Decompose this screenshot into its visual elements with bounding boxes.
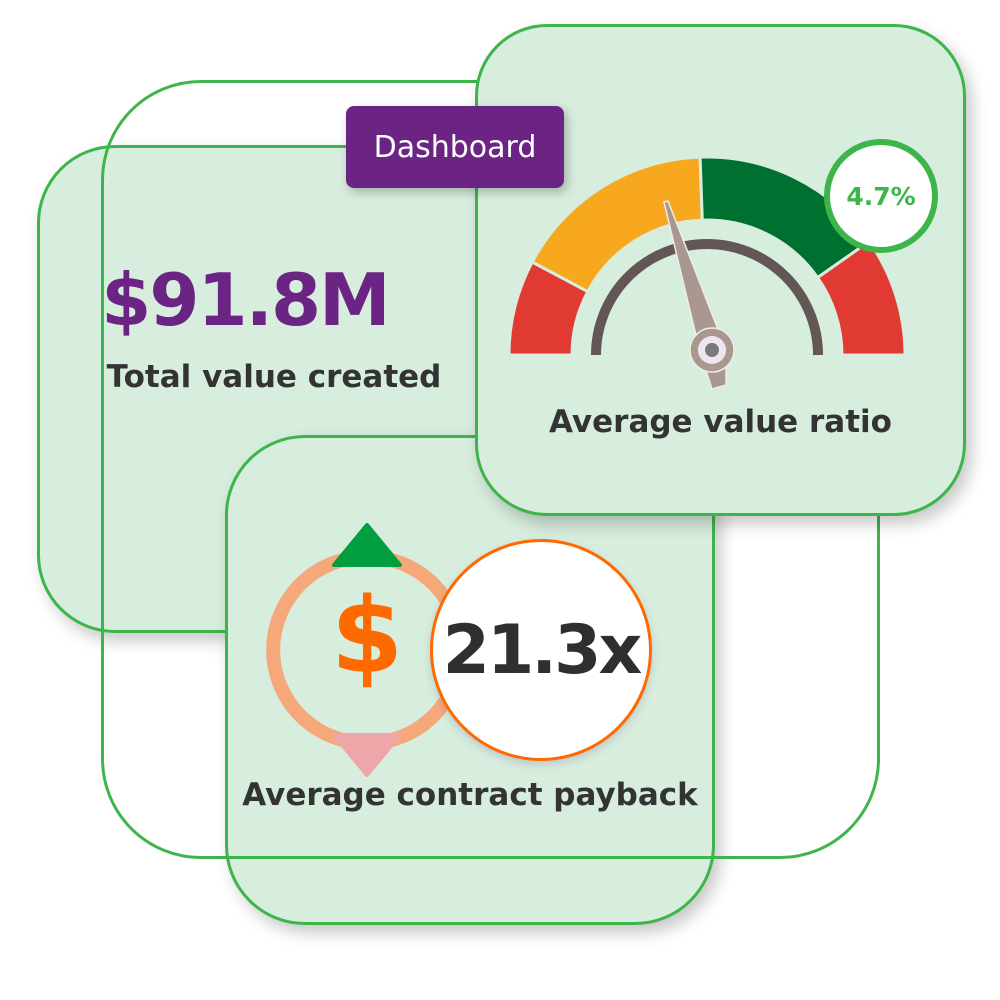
cycle-ring-left — [266, 552, 349, 748]
contract-payback-value: 21.3x — [430, 539, 652, 761]
up-arrow-icon — [332, 523, 402, 567]
total-value-amount: $91.8M — [101, 258, 390, 342]
value-ratio-badge: 4.7% — [824, 139, 938, 253]
dollar-icon: $ — [330, 575, 404, 697]
down-arrow-icon — [332, 733, 402, 777]
dashboard-tab[interactable]: Dashboard — [346, 106, 564, 188]
gauge-inner-arc — [591, 239, 823, 356]
total-value-label: Total value created — [106, 359, 442, 395]
gauge-segment-red-high — [815, 239, 907, 357]
contract-payback-label: Average contract payback — [242, 777, 698, 813]
value-ratio-label: Average value ratio — [549, 404, 892, 440]
gauge-needle-icon — [663, 200, 735, 390]
